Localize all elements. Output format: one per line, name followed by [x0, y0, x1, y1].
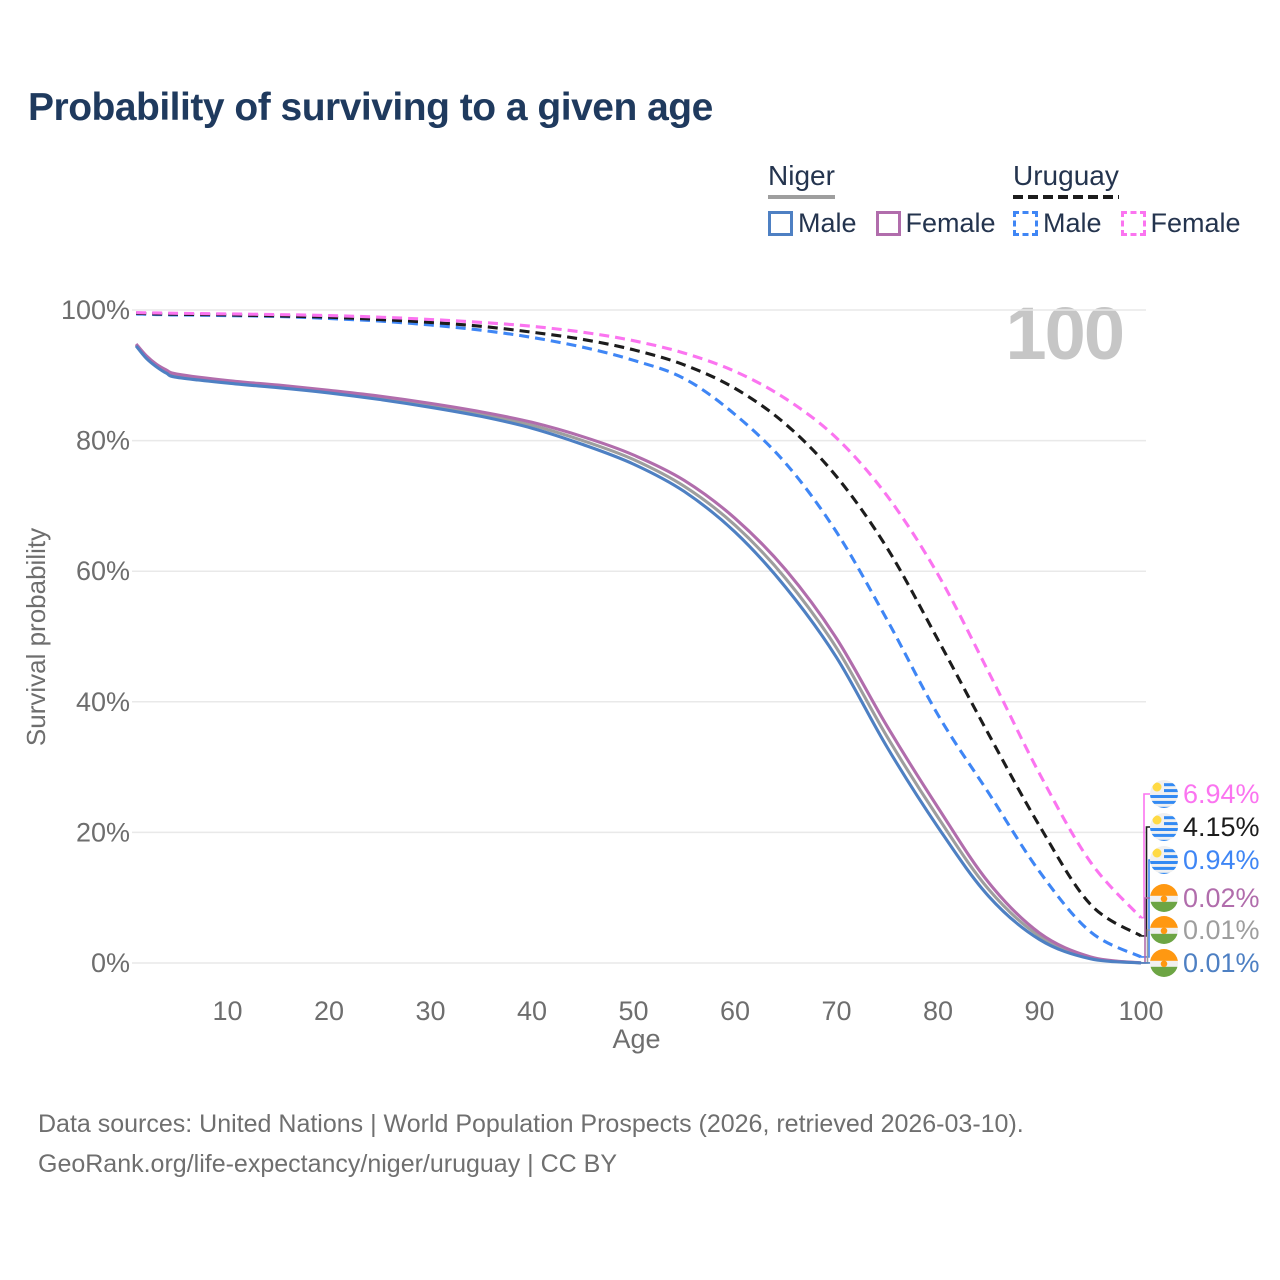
uruguay-male-swatch-icon [1013, 211, 1038, 236]
x-tick-label: 90 [1024, 996, 1054, 1026]
x-tick-label: 50 [618, 996, 648, 1026]
y-tick-label: 60% [76, 556, 130, 586]
uruguay-female-swatch-icon [1120, 211, 1146, 236]
legend-header-uruguay: Uruguay [1013, 160, 1119, 199]
niger-flag-icon [1150, 949, 1178, 977]
series-line-niger-total[interactable] [134, 343, 1142, 965]
legend-label-niger-male: Male [798, 208, 857, 238]
niger-female-swatch-icon [875, 211, 901, 236]
y-tick-label: 80% [76, 426, 130, 456]
series-line-uruguay-total[interactable] [136, 311, 1142, 938]
niger-flag-icon [1150, 916, 1178, 944]
legend-header-niger: Niger [768, 160, 835, 199]
gridlines: 0% 20% 40% 60% 80% 100% 10 20 30 40 50 60 70 80 90 100 A… [21, 295, 1164, 1054]
end-value-label-niger-male: 0.01% [1183, 948, 1260, 978]
x-tick-label: 60 [720, 996, 750, 1026]
label-connector-uruguay-female [1141, 793, 1151, 919]
label-connector-uruguay-total [1141, 826, 1151, 937]
page-title: Probability of surviving to a given age [28, 86, 713, 129]
y-tick-label: 40% [76, 687, 130, 717]
uruguay-flag-icon [1150, 846, 1178, 874]
x-tick-label: 100 [1118, 996, 1163, 1026]
uruguay-total-line-key-icon [1013, 195, 1119, 199]
x-tick-label: 10 [212, 996, 242, 1026]
legend-label-niger-female: Female [905, 208, 996, 238]
series-line-niger-male[interactable] [134, 344, 1142, 965]
legend-label-uruguay-male: Male [1043, 208, 1102, 238]
legend-item-uruguay-female[interactable]: Female [1120, 208, 1241, 239]
footer-data-sources: Data sources: United Nations | World Pop… [38, 1110, 1024, 1138]
footer-attribution: GeoRank.org/life-expectancy/niger/urugua… [38, 1150, 618, 1178]
niger-total-line-key-icon [768, 195, 835, 199]
niger-male-swatch-icon [768, 211, 793, 236]
niger-flag-icon [1150, 884, 1178, 912]
y-axis-title: Survival probability [21, 528, 51, 746]
legend-label-uruguay-female: Female [1150, 208, 1241, 238]
y-tick-label: 100% [61, 295, 130, 325]
x-tick-label: 70 [821, 996, 851, 1026]
y-tick-label: 0% [91, 948, 130, 978]
end-value-label-niger-female: 0.02% [1183, 883, 1260, 913]
end-value-label-uruguay-female: 6.94% [1183, 779, 1260, 809]
y-tick-label: 20% [76, 817, 130, 847]
legend-group-uruguay: Uruguay Male Female [1013, 160, 1241, 239]
end-value-label-niger-total: 0.01% [1183, 915, 1260, 945]
x-axis-title: Age [612, 1024, 660, 1054]
series-line-uruguay-female[interactable] [136, 311, 1143, 919]
series-line-uruguay-male[interactable] [136, 312, 1142, 959]
end-value-label-uruguay-total: 4.15% [1183, 812, 1260, 842]
x-tick-label: 40 [517, 996, 547, 1026]
end-labels: 6.94%4.15%0.94%0.02%0.01%0.01% [1141, 779, 1260, 978]
x-tick-label: 30 [415, 996, 445, 1026]
legend-items-uruguay: Male Female [1013, 208, 1241, 239]
x-tick-label: 80 [923, 996, 953, 1026]
legend-country-niger: Niger [768, 160, 835, 191]
end-value-label-uruguay-male: 0.94% [1183, 845, 1260, 875]
footer: Data sources: United Nations | World Pop… [38, 1104, 1024, 1184]
series-line-niger-female[interactable] [134, 342, 1142, 965]
x-tick-label: 20 [314, 996, 344, 1026]
uruguay-flag-icon [1150, 813, 1178, 841]
legend-item-niger-female[interactable]: Female [875, 208, 996, 239]
legend-country-uruguay: Uruguay [1013, 160, 1119, 191]
age-counter: 100 [1005, 292, 1125, 375]
legend-item-niger-male[interactable]: Male [768, 208, 857, 239]
legend-group-niger: Niger Male Female [768, 160, 996, 239]
legend-items-niger: Male Female [768, 208, 996, 239]
series-lines [134, 311, 1143, 965]
legend-item-uruguay-male[interactable]: Male [1013, 208, 1102, 239]
uruguay-flag-icon [1150, 780, 1178, 808]
